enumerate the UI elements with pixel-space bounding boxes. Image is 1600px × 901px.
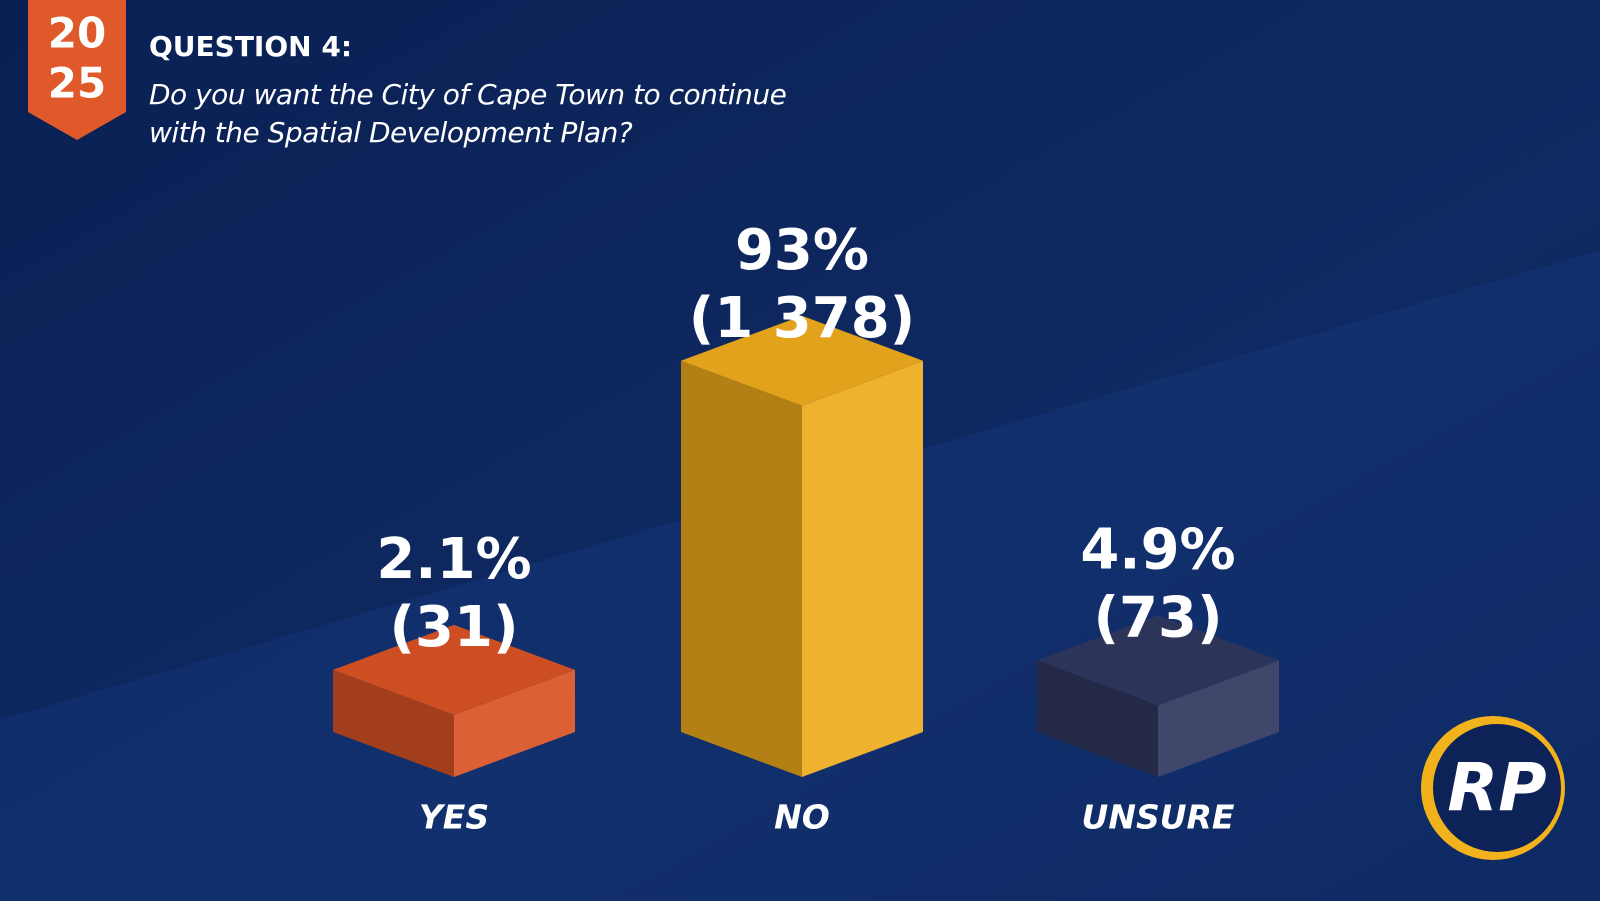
bar-right-face — [454, 669, 575, 777]
category-label: NO — [774, 798, 830, 837]
count-label: (31) — [389, 595, 518, 660]
bar-left-face — [681, 360, 802, 777]
count-label: (1 378) — [689, 286, 916, 351]
bar-left-face — [333, 669, 454, 777]
bar-top-face — [333, 624, 575, 715]
bar-right-face — [802, 360, 923, 777]
category-label: UNSURE — [1082, 798, 1235, 837]
count-label: (73) — [1093, 585, 1222, 650]
category-label: YES — [419, 798, 489, 837]
logo-disc — [1433, 724, 1561, 852]
bar-top-face — [681, 315, 923, 406]
bar-top-face — [1037, 615, 1279, 706]
bar-right-face — [1158, 660, 1279, 777]
logo: RP — [1421, 716, 1565, 860]
year-top: 20 — [48, 9, 106, 58]
value-label: 2.1% — [376, 527, 531, 592]
year-bottom: 25 — [48, 59, 106, 108]
bar-left-face — [1037, 660, 1158, 777]
value-label: 4.9% — [1080, 517, 1235, 582]
year-badge — [28, 0, 126, 140]
logo-text: RP — [1447, 749, 1546, 826]
chart-subtitle: Do you want the City of Cape Town to con… — [149, 78, 787, 149]
value-label: 93% — [735, 218, 869, 283]
chart-title: QUESTION 4: — [149, 30, 352, 63]
